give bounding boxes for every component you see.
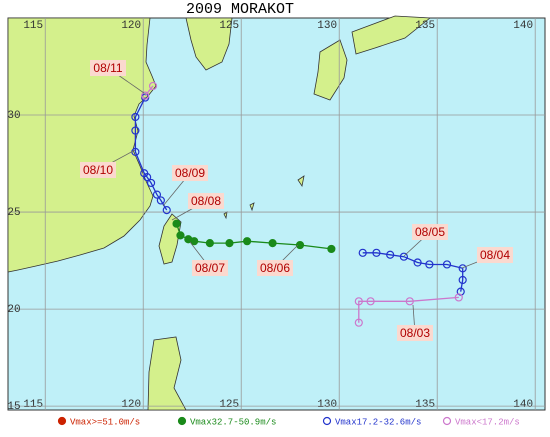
track-point — [372, 248, 381, 257]
islands — [223, 175, 305, 220]
track-point — [190, 237, 199, 246]
legend-label: Vmax32.7-50.9m/s — [190, 417, 276, 427]
label-box — [172, 165, 208, 181]
track-point — [156, 196, 165, 205]
lon-label-top: 115 — [23, 20, 43, 32]
lat-label: 15 — [7, 401, 20, 413]
label-box — [188, 193, 224, 209]
track-point — [454, 293, 463, 302]
track-line — [175, 223, 332, 250]
label-box — [257, 260, 293, 276]
track-point — [386, 250, 395, 259]
date-label: 08/07 — [195, 261, 225, 275]
track-point — [152, 190, 162, 199]
track-point — [176, 231, 185, 240]
legend-symbol — [442, 416, 452, 426]
date-label: 08/10 — [83, 163, 113, 177]
date-label: 08/03 — [400, 326, 430, 340]
lon-label-bottom: 125 — [219, 399, 239, 411]
lon-label-bottom: 135 — [415, 399, 435, 411]
legend-label: Vmax>=51.0m/s — [70, 417, 140, 427]
track-point — [140, 169, 149, 178]
lat-label: 25 — [7, 207, 20, 219]
lon-label-top: 130 — [317, 20, 337, 32]
graticule: 115 115 120 120 125 125 130 130 135 135 140 140 15 20… — [7, 18, 545, 413]
track-point — [366, 297, 375, 306]
label-box — [90, 60, 126, 76]
track-point — [205, 239, 214, 248]
lon-label-top: 140 — [513, 20, 533, 32]
track-point — [354, 318, 363, 327]
lat-label: 20 — [7, 304, 20, 316]
track-point — [442, 260, 452, 269]
track-point — [131, 126, 140, 135]
honshu — [351, 15, 432, 55]
label-box — [192, 260, 228, 276]
track-point — [458, 275, 467, 285]
title: 2009 MORAKOT — [186, 1, 294, 18]
legend: Vmax>=51.0m/s Vmax32.7-50.9m/s Vmax17.2-32… — [57, 416, 520, 427]
date-label: 08/06 — [260, 261, 290, 275]
lon-label-top: 120 — [121, 20, 141, 32]
track-point — [148, 81, 158, 91]
date-label: 08/04 — [480, 248, 510, 262]
kyushu — [313, 39, 348, 101]
track-point — [405, 297, 414, 306]
legend-label: Vmax17.2-32.6m/s — [335, 417, 421, 427]
korea — [185, 17, 233, 71]
track-point — [413, 258, 422, 267]
track-point — [456, 287, 465, 296]
date-label: 08/11 — [93, 61, 122, 75]
legend-symbol — [322, 416, 332, 426]
label-box — [412, 224, 448, 240]
track-line — [144, 85, 459, 323]
date-label: 08/08 — [191, 194, 221, 208]
legend-label: Vmax<17.2m/s — [455, 417, 520, 427]
track-point — [268, 239, 277, 248]
track-point — [243, 237, 252, 246]
label-box — [80, 162, 116, 178]
track-point — [162, 206, 171, 215]
label-box — [397, 325, 433, 341]
date-labels: 08/11 08/10 08/09 08/08 08/07 08/06 08/05 08/04… — [80, 60, 513, 341]
legend-symbol — [57, 416, 67, 426]
date-label: 08/09 — [175, 166, 205, 180]
label-box — [477, 247, 513, 263]
track-point — [131, 112, 140, 122]
track-point — [141, 91, 150, 100]
track-point — [354, 297, 363, 306]
date-label: 08/05 — [415, 225, 445, 239]
track-point — [146, 178, 156, 188]
legend-symbol — [177, 416, 187, 426]
lon-label-bottom: 115 — [23, 399, 43, 411]
track-point — [172, 219, 181, 228]
track-point — [425, 260, 434, 269]
luzon — [147, 336, 187, 411]
lat-label: 30 — [7, 110, 20, 122]
track-point — [295, 240, 305, 250]
track-point — [358, 248, 367, 257]
track-point — [399, 252, 408, 261]
track-point — [225, 239, 234, 248]
track-point — [327, 244, 336, 254]
track-point — [458, 264, 467, 273]
lon-label-bottom: 140 — [513, 399, 533, 411]
lon-label-top: 125 — [219, 20, 239, 32]
lon-label-bottom: 130 — [317, 399, 337, 411]
track — [131, 81, 467, 327]
lon-label-bottom: 120 — [121, 399, 141, 411]
lon-label-top: 135 — [415, 20, 435, 32]
